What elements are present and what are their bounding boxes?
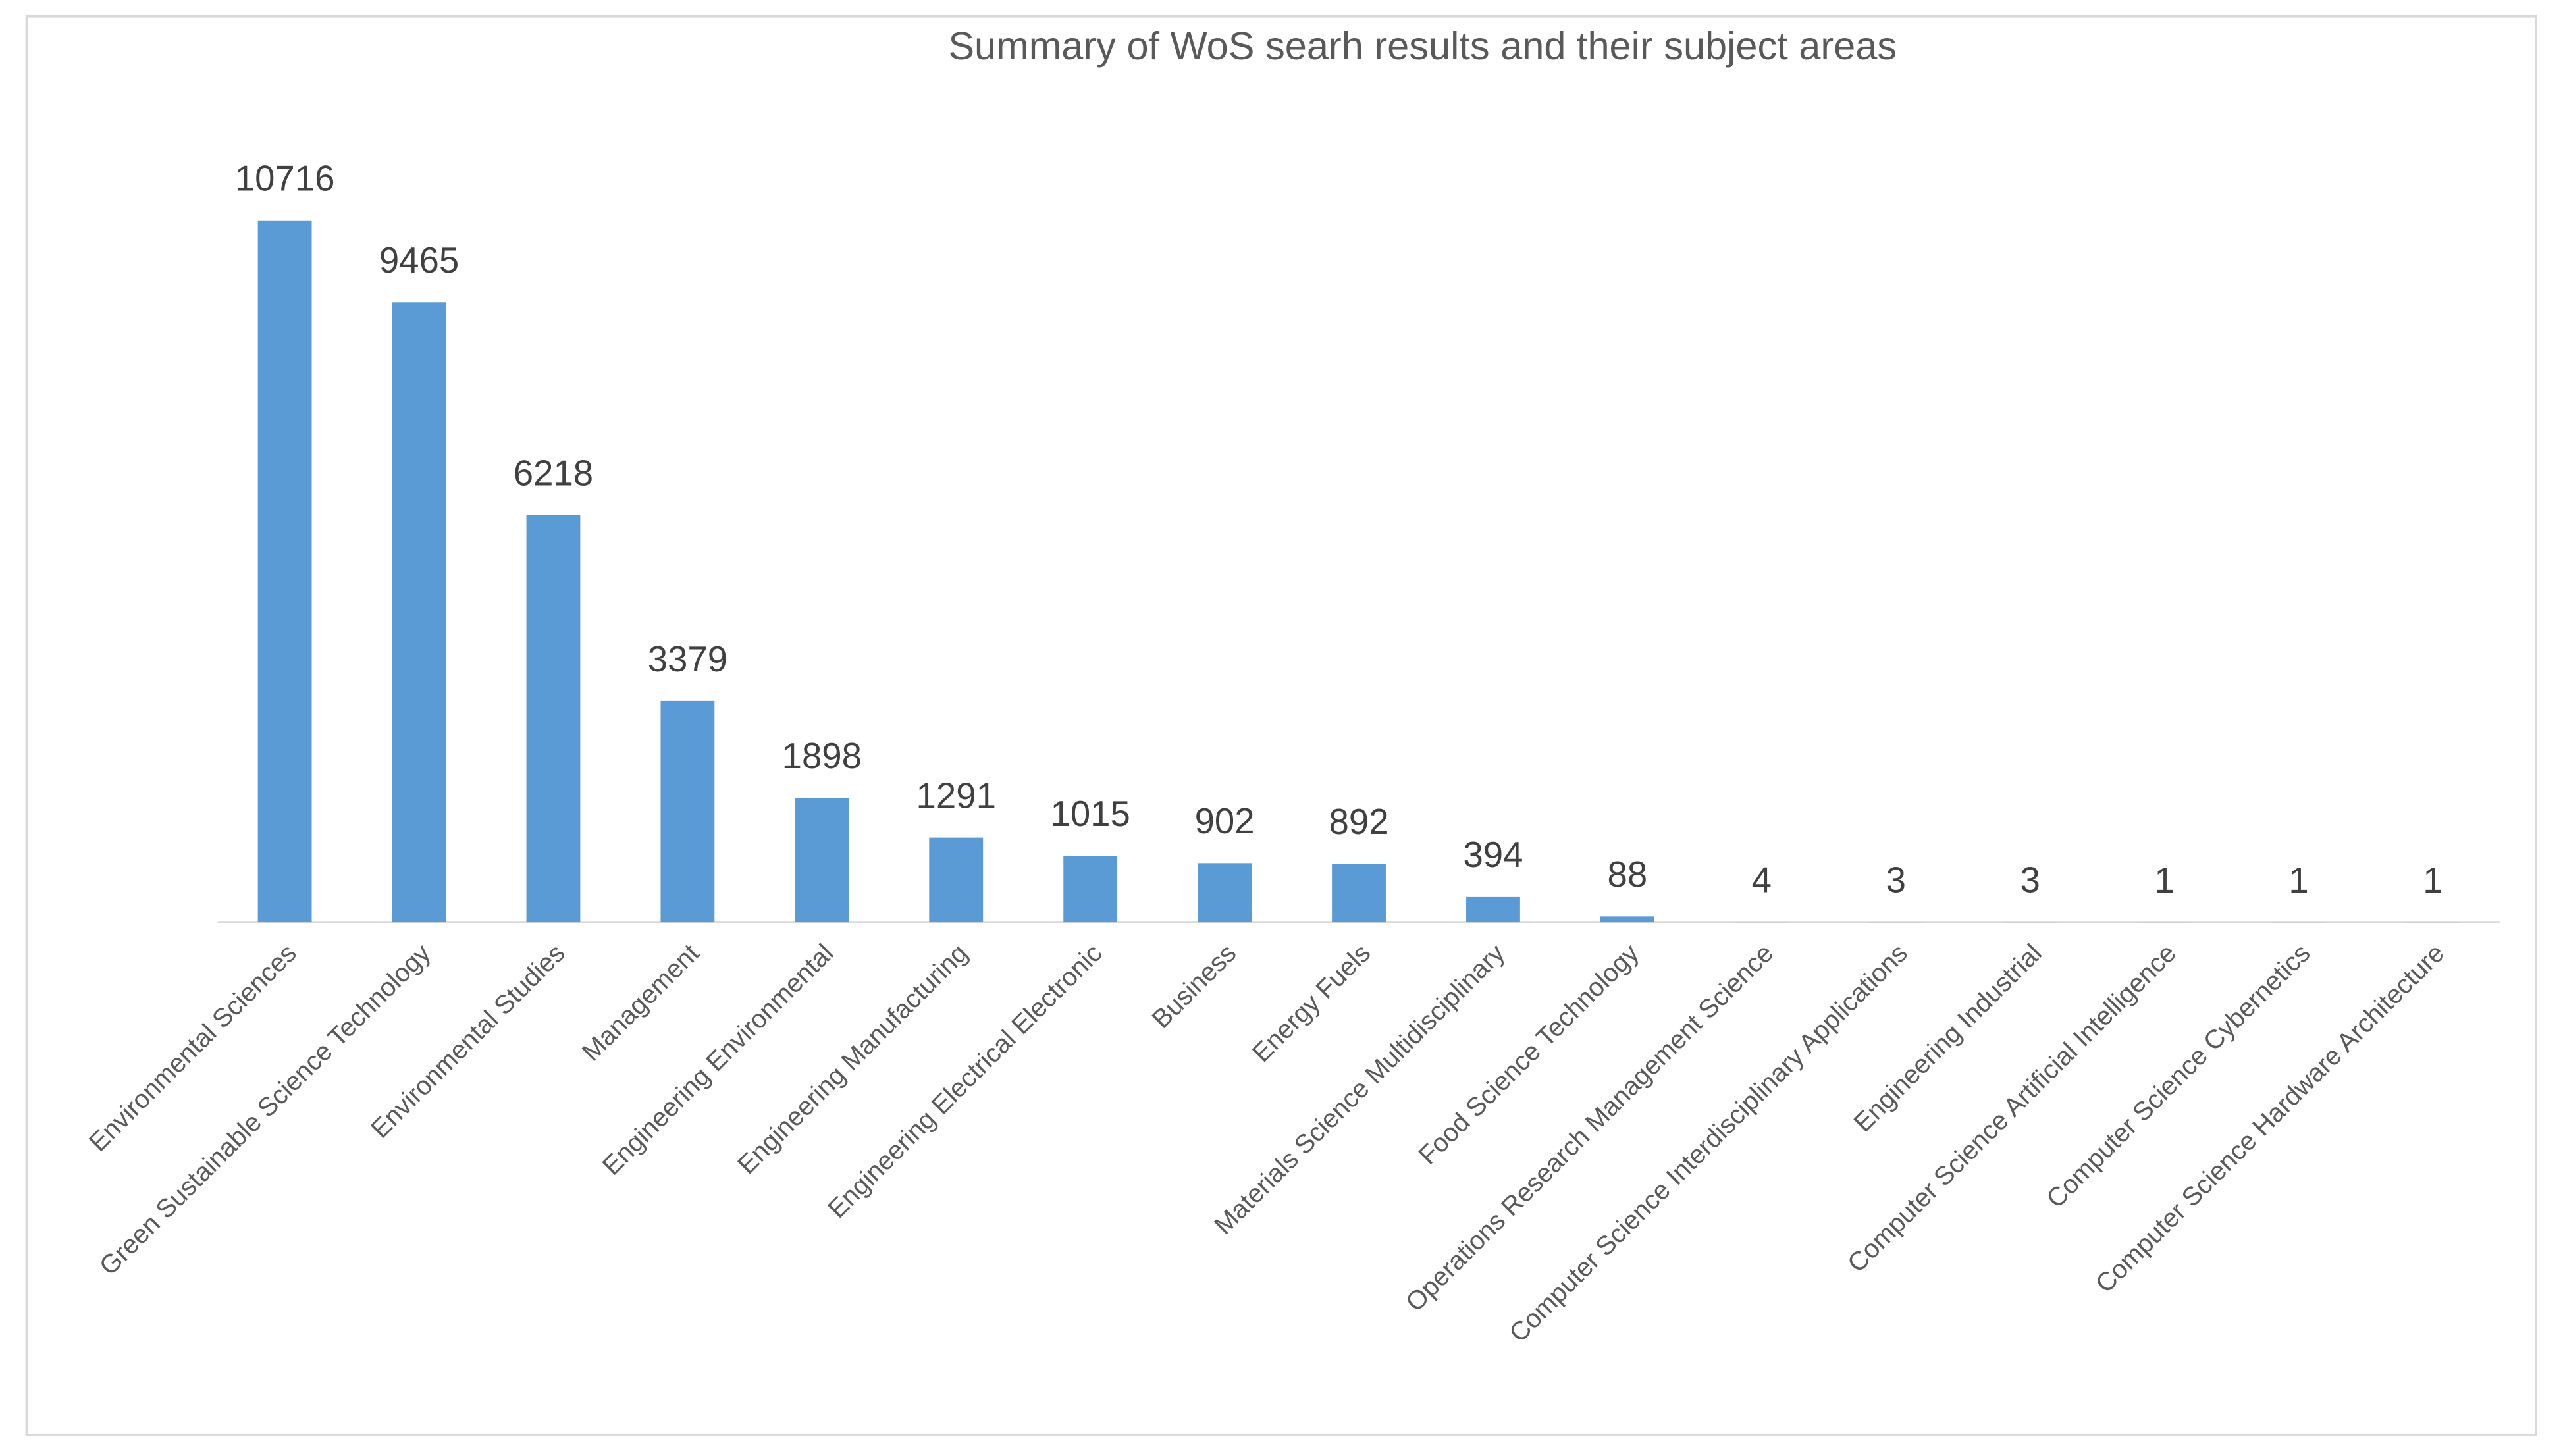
data-label: 1015 <box>1050 794 1130 834</box>
bar <box>929 837 984 923</box>
bar <box>1466 896 1520 923</box>
data-label: 3379 <box>648 639 727 679</box>
data-label: 9465 <box>379 240 459 280</box>
data-label: 1 <box>2288 860 2308 900</box>
data-label: 902 <box>1195 801 1255 841</box>
data-label: 3 <box>2020 860 2040 900</box>
data-label: 10716 <box>235 159 335 199</box>
data-label: 1 <box>2423 860 2442 900</box>
bar <box>1198 863 1252 923</box>
data-label: 88 <box>1608 854 1648 895</box>
data-label: 1898 <box>782 736 862 776</box>
data-label: 1 <box>2154 860 2174 900</box>
bar <box>795 798 849 923</box>
bar <box>392 302 446 923</box>
bar <box>526 515 581 923</box>
bar <box>1332 864 1386 923</box>
bar <box>1063 856 1118 923</box>
data-label: 892 <box>1329 802 1389 842</box>
bar <box>1600 916 1654 923</box>
data-label: 394 <box>1463 835 1523 875</box>
chart-title: Summary of WoS searh results and their s… <box>948 24 1897 68</box>
bar <box>660 700 715 923</box>
data-label: 3 <box>1886 860 1906 900</box>
data-label: 4 <box>1752 860 1772 900</box>
data-label: 1291 <box>916 776 996 816</box>
bar <box>257 220 312 923</box>
data-label: 6218 <box>514 453 593 493</box>
